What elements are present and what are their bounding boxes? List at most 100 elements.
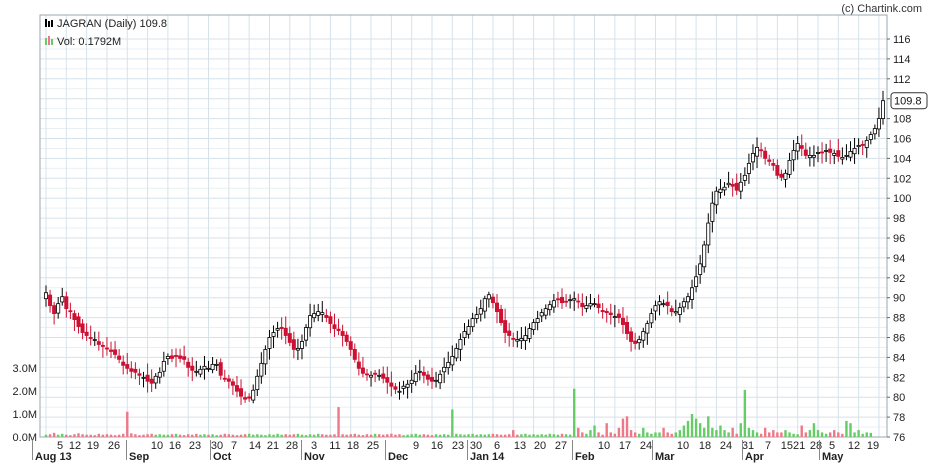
candle bbox=[722, 182, 727, 196]
candle-body bbox=[344, 334, 349, 342]
candle-body bbox=[669, 308, 674, 313]
candle-body bbox=[230, 381, 235, 386]
volume-bar bbox=[284, 434, 287, 437]
volume-bar bbox=[845, 420, 848, 437]
candle bbox=[515, 330, 520, 348]
volume-bar bbox=[414, 433, 417, 437]
candle bbox=[56, 297, 61, 319]
date-tick-label: 14 bbox=[249, 440, 261, 452]
candle bbox=[165, 353, 170, 365]
volume-bar bbox=[837, 432, 840, 437]
candle-body bbox=[608, 312, 613, 316]
date-tick-label: 16 bbox=[169, 440, 181, 452]
candle bbox=[539, 308, 544, 323]
volume-bar bbox=[85, 434, 88, 437]
volume-bar bbox=[126, 411, 129, 437]
volume-bar bbox=[617, 427, 621, 437]
candle bbox=[653, 300, 658, 321]
candle bbox=[771, 158, 776, 171]
candle bbox=[194, 360, 199, 377]
volume-bar bbox=[593, 425, 596, 437]
price-tick-label: 92 bbox=[893, 273, 905, 285]
volume-bar bbox=[182, 435, 186, 437]
candle bbox=[836, 138, 841, 162]
candle bbox=[820, 142, 825, 164]
month-label: Apr bbox=[745, 451, 765, 463]
volume-bar bbox=[170, 434, 174, 437]
date-tick-label: 21 bbox=[267, 440, 279, 452]
candle bbox=[145, 363, 150, 393]
candle bbox=[202, 355, 207, 380]
candle bbox=[389, 371, 394, 397]
candle-body bbox=[88, 337, 93, 339]
candle-body bbox=[165, 356, 170, 360]
candle bbox=[222, 369, 227, 383]
candle-body bbox=[555, 298, 560, 301]
volume-bar bbox=[349, 434, 352, 437]
candle-body bbox=[255, 375, 260, 391]
candle bbox=[360, 356, 365, 378]
volume-bar bbox=[463, 434, 466, 437]
price-tick-label: 76 bbox=[893, 432, 905, 444]
candle-body bbox=[543, 308, 548, 316]
candle bbox=[88, 325, 93, 346]
candle bbox=[182, 345, 187, 365]
volume-bar bbox=[479, 434, 482, 437]
candle-body bbox=[202, 365, 207, 370]
candle-body bbox=[742, 174, 747, 181]
candle bbox=[807, 146, 812, 167]
volume-bar bbox=[532, 434, 535, 437]
volume-bar bbox=[524, 433, 527, 437]
date-tick-label: 16 bbox=[431, 440, 443, 452]
candle bbox=[620, 307, 625, 334]
candle-body bbox=[864, 140, 869, 148]
candle-body bbox=[320, 312, 325, 315]
volume-bar bbox=[776, 432, 779, 437]
candle-body bbox=[803, 149, 808, 156]
volume-bar bbox=[418, 434, 422, 437]
volume-bar bbox=[739, 423, 742, 437]
volume-bar bbox=[174, 433, 178, 437]
candle bbox=[470, 312, 475, 332]
candle-body bbox=[137, 373, 142, 376]
date-tick-label: 3 bbox=[311, 440, 317, 452]
candle bbox=[381, 366, 386, 384]
volume-bar bbox=[430, 435, 434, 437]
candle-body bbox=[815, 152, 820, 154]
candle bbox=[625, 315, 630, 340]
candle bbox=[649, 308, 654, 328]
candle-body bbox=[442, 366, 447, 373]
candle bbox=[267, 330, 272, 360]
candle bbox=[149, 369, 154, 392]
month-label: Oct bbox=[213, 451, 232, 463]
volume-bar bbox=[361, 435, 365, 437]
volume-bar bbox=[69, 435, 72, 437]
volume-bar bbox=[499, 434, 503, 437]
candle bbox=[393, 383, 398, 395]
candle-body bbox=[499, 308, 504, 323]
candle bbox=[369, 371, 374, 387]
volume-bar bbox=[792, 433, 795, 437]
candle bbox=[474, 306, 479, 324]
candle-body bbox=[104, 347, 109, 350]
volume-bar bbox=[386, 434, 389, 437]
price-tick-label: 108 bbox=[893, 114, 911, 126]
candle-body bbox=[348, 341, 353, 350]
volume-bar bbox=[312, 434, 316, 437]
volume-bar bbox=[869, 432, 873, 437]
volume-bar bbox=[243, 434, 247, 437]
month-label: Mar bbox=[655, 451, 675, 463]
volume-bar bbox=[44, 434, 48, 437]
volume-bar bbox=[73, 434, 76, 437]
volume-bar bbox=[812, 423, 816, 437]
candle bbox=[860, 140, 865, 156]
candle-body bbox=[222, 377, 227, 380]
candle bbox=[710, 191, 715, 233]
volume-bar bbox=[833, 430, 836, 437]
candle-body bbox=[828, 148, 833, 153]
volume-bar bbox=[292, 434, 296, 437]
candle bbox=[706, 213, 711, 254]
last-value-label: 109.8 bbox=[894, 96, 922, 108]
candle bbox=[450, 345, 455, 371]
volume-bar bbox=[759, 433, 763, 437]
